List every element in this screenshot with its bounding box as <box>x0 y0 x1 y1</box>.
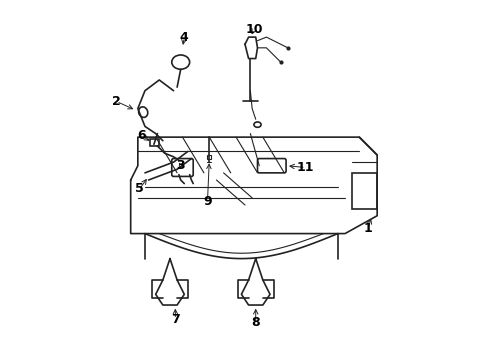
Bar <box>352 173 377 208</box>
Text: 5: 5 <box>135 183 144 195</box>
Text: 11: 11 <box>297 161 315 174</box>
Text: 6: 6 <box>137 129 146 142</box>
Text: 2: 2 <box>112 95 121 108</box>
Text: 1: 1 <box>364 222 372 235</box>
Text: 9: 9 <box>203 195 212 208</box>
Text: 3: 3 <box>176 159 185 172</box>
Text: 4: 4 <box>180 31 189 44</box>
Text: 8: 8 <box>251 316 260 329</box>
Bar <box>150 139 159 146</box>
Text: 10: 10 <box>245 23 263 36</box>
Text: 7: 7 <box>171 313 180 326</box>
